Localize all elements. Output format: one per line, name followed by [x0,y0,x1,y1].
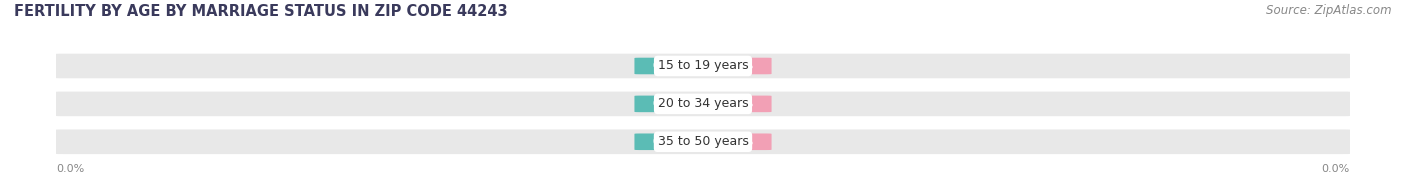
Text: 0.0%: 0.0% [652,137,682,147]
Text: 0.0%: 0.0% [652,61,682,71]
FancyBboxPatch shape [53,54,1353,78]
Text: 0.0%: 0.0% [724,61,754,71]
Text: FERTILITY BY AGE BY MARRIAGE STATUS IN ZIP CODE 44243: FERTILITY BY AGE BY MARRIAGE STATUS IN Z… [14,4,508,19]
FancyBboxPatch shape [706,58,772,74]
Text: 0.0%: 0.0% [56,164,84,174]
FancyBboxPatch shape [706,96,772,112]
FancyBboxPatch shape [634,58,700,74]
FancyBboxPatch shape [634,133,700,150]
Text: Source: ZipAtlas.com: Source: ZipAtlas.com [1267,4,1392,17]
Text: 0.0%: 0.0% [724,99,754,109]
Text: 0.0%: 0.0% [1322,164,1350,174]
Text: 0.0%: 0.0% [724,137,754,147]
Text: 20 to 34 years: 20 to 34 years [658,97,748,110]
FancyBboxPatch shape [53,92,1353,116]
Text: 15 to 19 years: 15 to 19 years [658,60,748,73]
FancyBboxPatch shape [53,130,1353,154]
Text: 0.0%: 0.0% [652,99,682,109]
FancyBboxPatch shape [634,96,700,112]
Text: 35 to 50 years: 35 to 50 years [658,135,748,148]
FancyBboxPatch shape [706,133,772,150]
